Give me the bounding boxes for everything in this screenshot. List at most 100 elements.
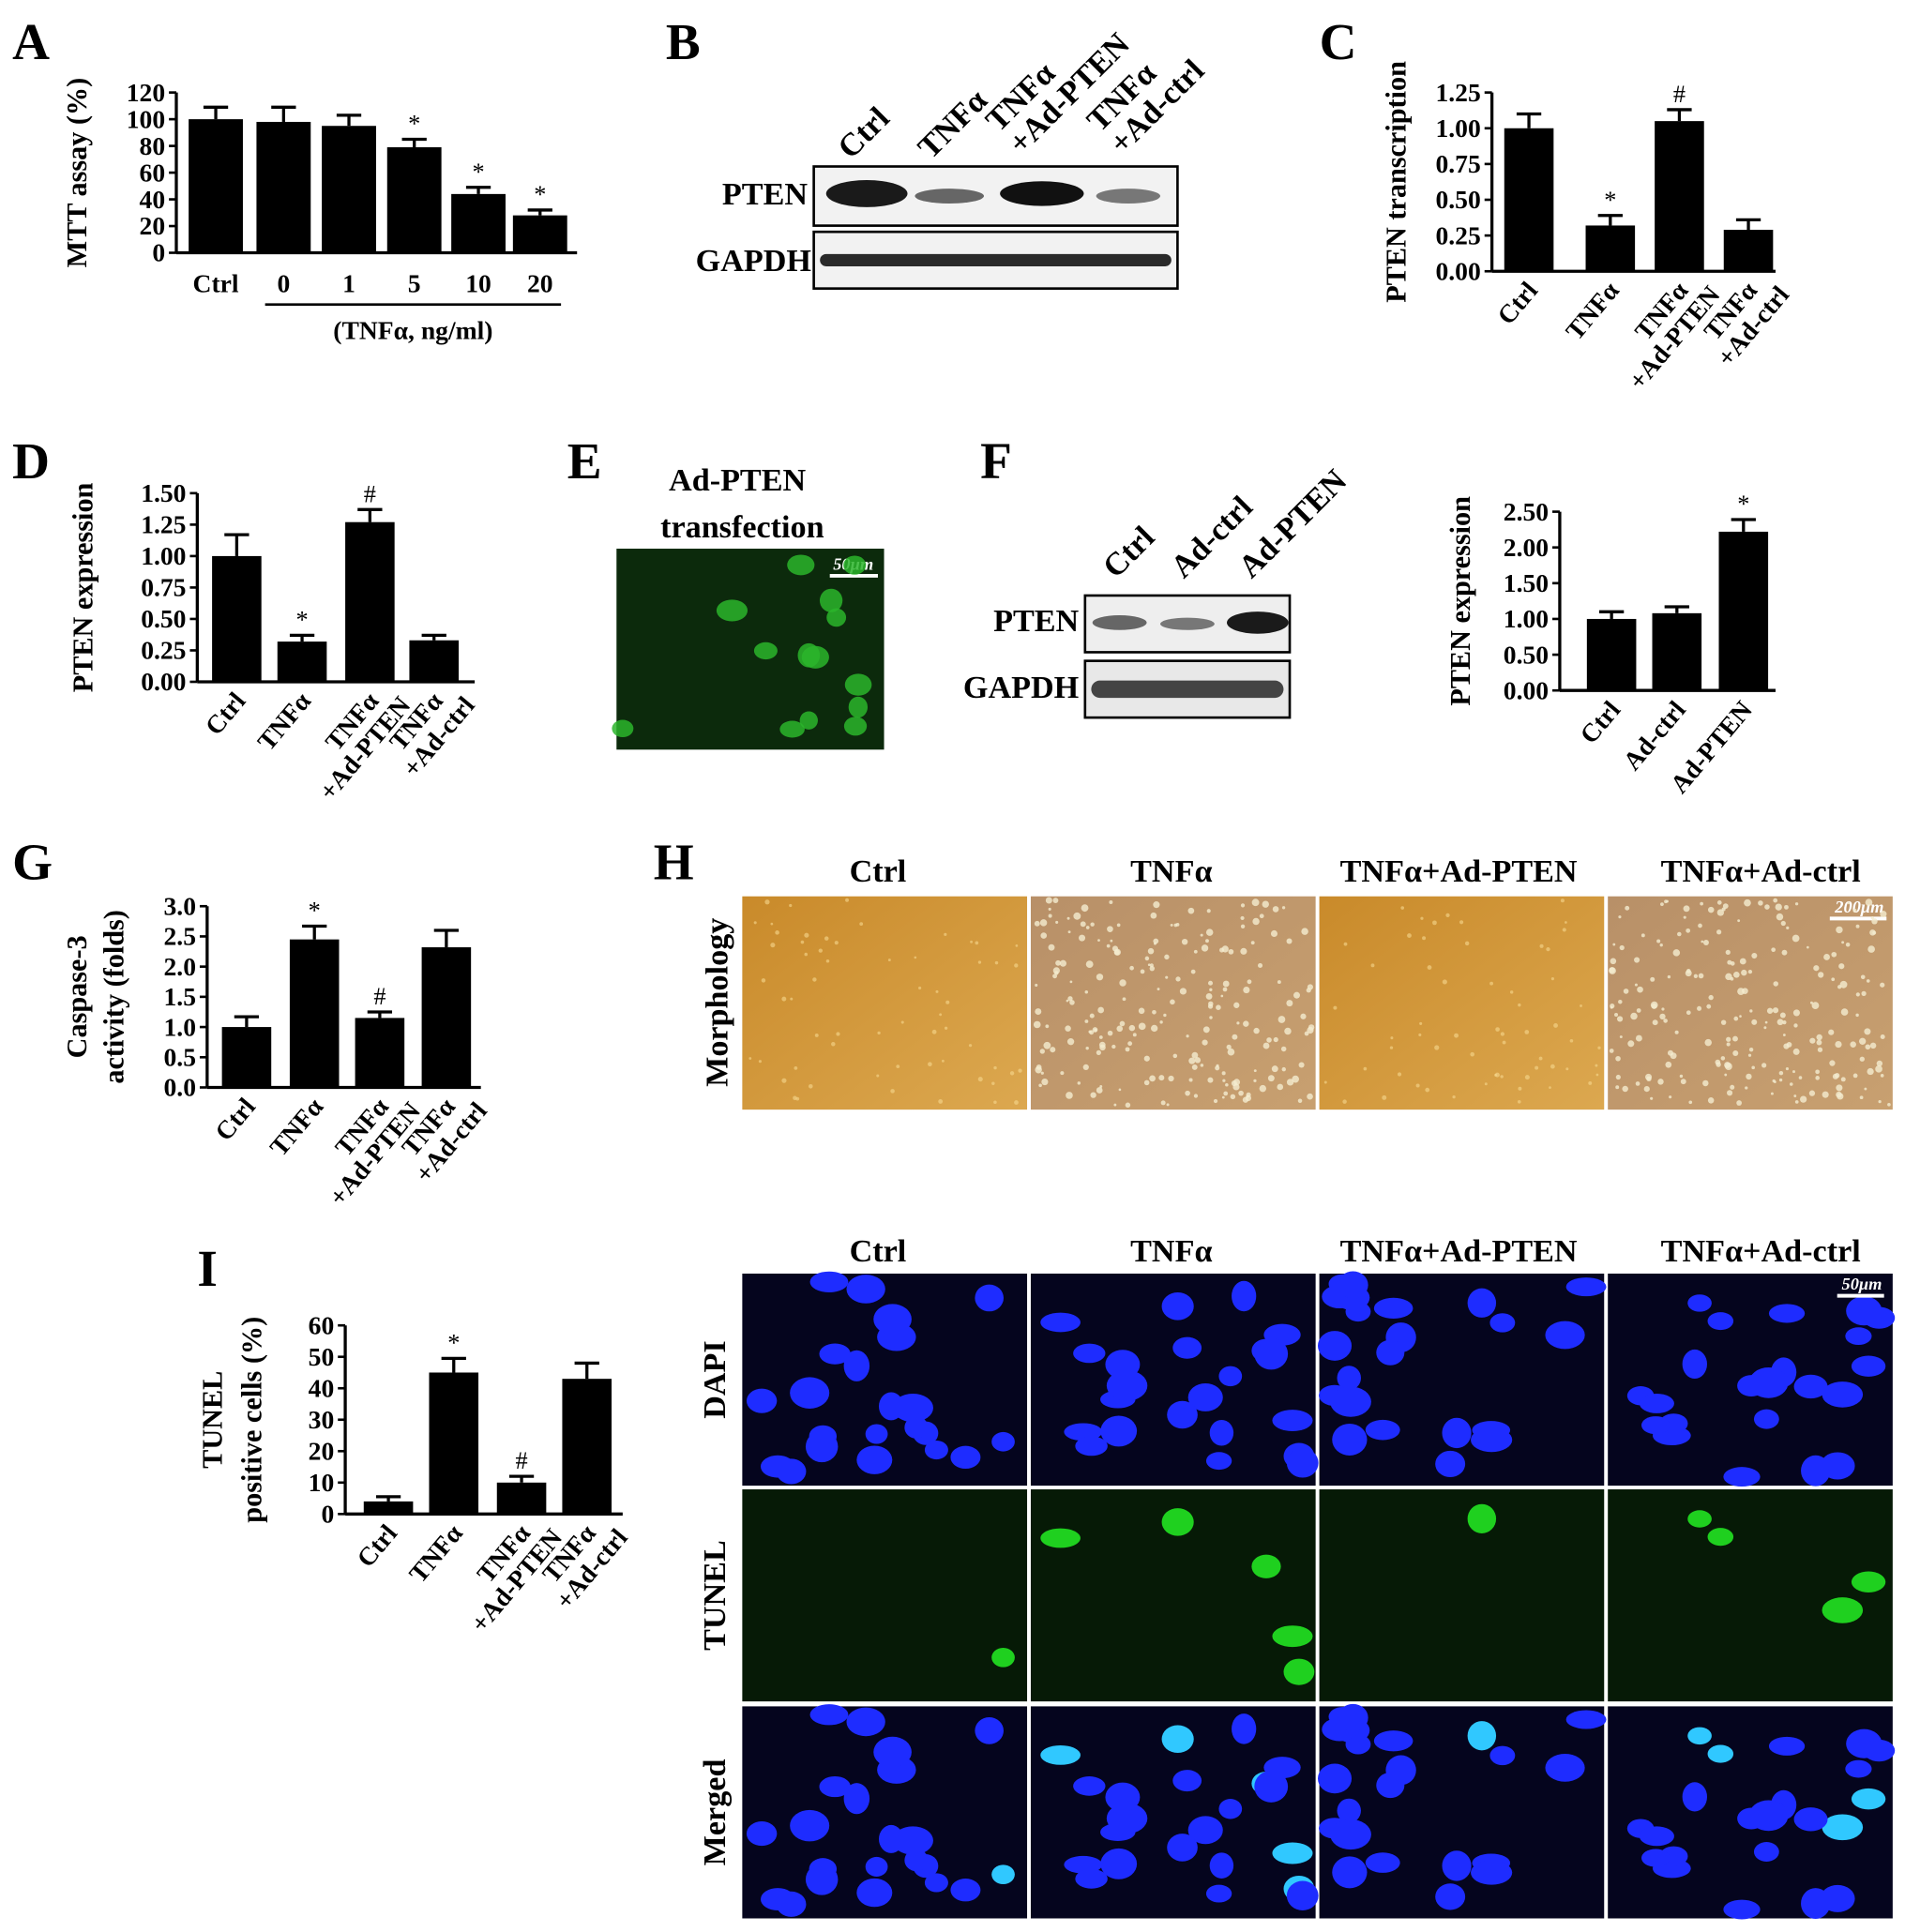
cell — [1794, 1100, 1799, 1104]
cell — [1686, 928, 1691, 933]
cell — [1186, 1034, 1189, 1038]
cell — [1471, 1427, 1513, 1453]
cell — [1434, 1045, 1440, 1050]
cell — [1500, 1032, 1504, 1036]
cell — [1240, 947, 1247, 955]
cell — [1066, 916, 1070, 920]
y-axis-label: activity (folds) — [98, 910, 129, 1083]
x-tick-label-line: 10 — [465, 269, 491, 298]
cell — [1397, 1072, 1402, 1077]
cell — [1838, 963, 1845, 970]
cell — [1682, 1782, 1707, 1812]
cell — [1164, 954, 1170, 960]
x-tick-label-line: 0 — [277, 269, 290, 298]
cell — [1243, 987, 1250, 994]
cell — [1622, 1085, 1628, 1093]
cell — [781, 1078, 787, 1083]
y-tick-label: 1.50 — [141, 478, 186, 507]
cell — [1863, 1306, 1896, 1329]
cell — [1509, 990, 1514, 994]
band — [1160, 617, 1215, 630]
cell — [924, 1873, 948, 1893]
bar — [322, 126, 376, 253]
cell — [845, 898, 849, 902]
cell — [1250, 941, 1255, 945]
cell — [819, 1775, 851, 1798]
cell — [799, 711, 818, 730]
cell — [1221, 1071, 1226, 1076]
cell — [1052, 974, 1058, 979]
fluorescence-image — [616, 549, 884, 750]
cell — [1205, 928, 1214, 936]
cell — [1864, 1028, 1871, 1035]
cell — [1230, 1094, 1236, 1100]
cell — [1773, 981, 1779, 987]
cell — [1338, 1703, 1368, 1732]
cell — [1615, 1055, 1621, 1062]
cell — [1330, 1386, 1371, 1417]
y-tick-label: 0.75 — [141, 573, 186, 602]
cell — [825, 958, 830, 963]
cell — [1656, 939, 1661, 943]
y-tick-label: 80 — [140, 131, 166, 160]
cell — [1165, 975, 1169, 979]
cell — [1442, 979, 1447, 985]
cell — [977, 1077, 983, 1082]
bar — [512, 215, 567, 253]
cell — [1240, 924, 1246, 928]
cell — [1209, 1016, 1213, 1019]
cell — [818, 948, 823, 953]
y-tick-label: 20 — [309, 1436, 335, 1465]
cell — [1595, 1064, 1598, 1067]
cell — [1597, 1046, 1601, 1049]
cell — [1470, 1051, 1474, 1057]
x-tick-label: TNFα — [264, 1092, 329, 1161]
cell — [1781, 949, 1788, 956]
cell — [1390, 1036, 1394, 1040]
cell — [1739, 958, 1746, 965]
panel-letter: I — [197, 1240, 217, 1297]
cell — [1732, 1035, 1738, 1042]
cell — [1193, 1094, 1199, 1098]
cell — [1565, 1277, 1607, 1297]
cell — [1251, 1554, 1281, 1578]
cell — [1880, 1074, 1884, 1078]
cell — [1187, 1383, 1223, 1411]
cell — [1778, 1078, 1783, 1082]
cell — [1845, 1327, 1872, 1346]
cell — [1637, 986, 1643, 993]
cell — [887, 958, 891, 962]
cell — [1452, 1095, 1456, 1099]
bar — [562, 1379, 612, 1515]
cell — [1270, 929, 1278, 937]
cell — [819, 588, 843, 612]
cell — [1837, 1093, 1844, 1100]
chart: 0.000.25 0.500.75 1.001.25 1.50 PTEN express… — [68, 478, 480, 806]
cell — [1687, 1510, 1712, 1528]
cell — [1370, 963, 1375, 968]
cell — [1100, 1415, 1138, 1447]
cell — [1422, 936, 1427, 941]
cell — [1792, 1009, 1800, 1017]
cell — [1850, 1041, 1856, 1048]
cell — [1205, 1452, 1232, 1471]
image-title: Ad-PTEN transfection — [660, 463, 824, 545]
cell — [1202, 1026, 1210, 1034]
cell — [1726, 1036, 1731, 1042]
cell — [1680, 1079, 1686, 1085]
cell — [1639, 1393, 1674, 1413]
cell — [928, 1062, 932, 1066]
cell — [1100, 1848, 1138, 1879]
cell — [1839, 980, 1848, 989]
cell — [1701, 940, 1704, 943]
cell — [900, 1020, 904, 1024]
cell — [993, 1065, 997, 1070]
cell — [770, 922, 774, 926]
bar — [496, 1482, 547, 1515]
cell — [1639, 1826, 1674, 1847]
cell — [1253, 1027, 1260, 1034]
cell — [1828, 1029, 1835, 1035]
cell — [1737, 1375, 1766, 1397]
y-tick-label: 0.00 — [1504, 675, 1549, 704]
y-tick-label: 0 — [152, 238, 165, 267]
